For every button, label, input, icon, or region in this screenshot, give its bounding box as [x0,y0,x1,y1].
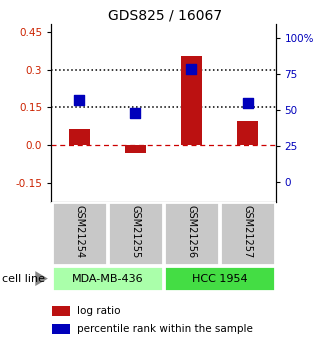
Polygon shape [35,271,48,286]
Text: GDS825 / 16067: GDS825 / 16067 [108,9,222,23]
Bar [52,203,107,265]
Bar [125,145,146,153]
Text: GSM21257: GSM21257 [243,205,252,258]
Text: percentile rank within the sample: percentile rank within the sample [77,324,252,334]
Bar [52,266,163,291]
Text: HCC 1954: HCC 1954 [192,274,247,284]
Point [133,110,138,116]
Bar [220,203,275,265]
Text: MDA-MB-436: MDA-MB-436 [71,274,143,284]
Bar [69,129,90,145]
Text: log ratio: log ratio [77,306,120,316]
Bar [108,203,163,265]
Bar [181,56,202,145]
Bar [52,306,70,316]
Bar [164,203,219,265]
Point [245,100,250,106]
Point [77,97,82,103]
Bar [52,324,70,334]
Point [189,66,194,71]
Text: GSM21254: GSM21254 [74,205,84,258]
Bar [237,121,258,145]
Text: GSM21256: GSM21256 [186,205,196,258]
Bar [164,266,275,291]
Text: cell line: cell line [2,274,45,284]
Text: GSM21255: GSM21255 [130,205,140,258]
